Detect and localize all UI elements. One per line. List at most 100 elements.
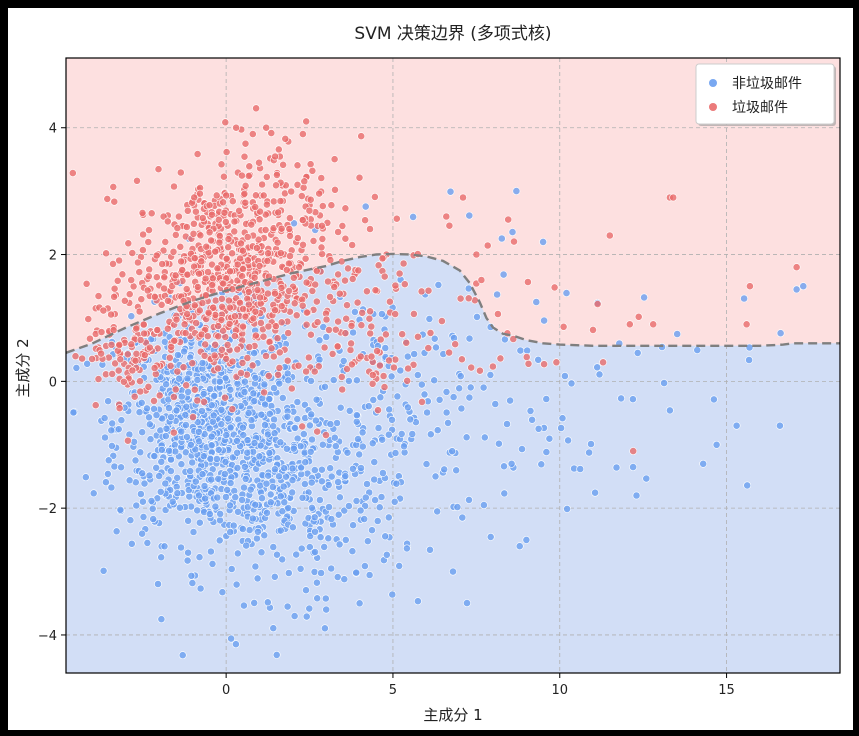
data-point (226, 423, 235, 432)
data-point (175, 503, 184, 512)
data-point (374, 424, 383, 432)
data-point (261, 225, 270, 234)
data-point (256, 293, 264, 302)
data-point (451, 340, 460, 349)
data-point (475, 366, 484, 375)
data-point (108, 369, 117, 378)
data-point (139, 512, 148, 521)
data-point (493, 310, 502, 318)
data-point (545, 434, 554, 443)
data-point (629, 447, 638, 455)
data-point (472, 250, 481, 259)
data-point (243, 354, 252, 362)
data-point (157, 445, 166, 454)
data-point (272, 170, 281, 179)
data-point (181, 329, 190, 337)
data-point (776, 329, 785, 338)
data-point (317, 174, 326, 182)
data-point (238, 495, 246, 504)
data-point (522, 536, 531, 544)
data-point (465, 393, 474, 402)
data-point (352, 376, 361, 385)
data-point (426, 430, 435, 439)
data-point (374, 406, 382, 415)
data-point (266, 498, 275, 507)
data-point (355, 173, 364, 182)
data-point (138, 428, 147, 437)
data-point (262, 200, 271, 209)
data-point (422, 460, 431, 468)
data-point (420, 390, 429, 399)
data-point (82, 279, 91, 288)
data-point (251, 203, 260, 211)
data-point (423, 408, 431, 417)
data-point (219, 172, 228, 181)
data-point (391, 310, 400, 318)
data-point (346, 346, 355, 354)
data-point (239, 431, 248, 439)
data-point (483, 241, 492, 250)
data-point (417, 287, 426, 296)
data-point (263, 256, 272, 265)
data-point (435, 395, 444, 404)
data-point (267, 129, 276, 137)
data-point (220, 470, 229, 478)
data-point (245, 526, 254, 534)
data-point (215, 536, 224, 545)
data-point (198, 214, 207, 222)
data-point (322, 333, 331, 341)
data-point (463, 599, 471, 607)
data-point (308, 435, 316, 444)
data-point (172, 482, 181, 491)
data-point (392, 214, 401, 223)
data-point (334, 270, 342, 279)
data-point (138, 246, 147, 254)
data-point (285, 286, 293, 295)
data-point (107, 340, 116, 349)
data-point (465, 334, 474, 343)
data-point (239, 601, 248, 610)
data-point (534, 355, 543, 364)
legend-label: 垃圾邮件 (732, 100, 788, 116)
data-point (331, 442, 340, 451)
data-point (305, 206, 314, 215)
data-point (612, 463, 621, 472)
data-point (140, 351, 149, 359)
data-point (434, 280, 443, 289)
data-point (368, 439, 377, 448)
data-point (327, 472, 336, 481)
data-point (72, 363, 81, 372)
data-point (110, 197, 119, 206)
series-spam (68, 104, 801, 455)
data-point (263, 289, 272, 298)
data-point (532, 298, 541, 306)
data-point (313, 427, 322, 436)
data-point (171, 271, 180, 280)
data-point (212, 455, 221, 463)
data-point (138, 208, 147, 217)
data-point (160, 284, 168, 293)
data-point (231, 493, 240, 502)
data-point (298, 130, 307, 138)
data-point (243, 256, 252, 265)
data-point (318, 202, 327, 210)
data-point (388, 415, 396, 424)
data-point (455, 384, 464, 393)
data-point (599, 358, 607, 367)
data-point (433, 426, 442, 435)
data-point (353, 298, 362, 307)
data-point (170, 336, 179, 345)
data-point (108, 441, 116, 450)
data-point (341, 536, 350, 544)
data-point (217, 315, 226, 324)
data-point (287, 384, 296, 393)
data-point (226, 528, 235, 536)
data-point (340, 506, 349, 515)
data-point (333, 342, 342, 351)
data-point (743, 481, 752, 490)
data-point (110, 462, 119, 471)
data-point (194, 491, 203, 500)
data-point (157, 615, 166, 624)
data-point (249, 389, 258, 398)
data-point (157, 300, 166, 309)
